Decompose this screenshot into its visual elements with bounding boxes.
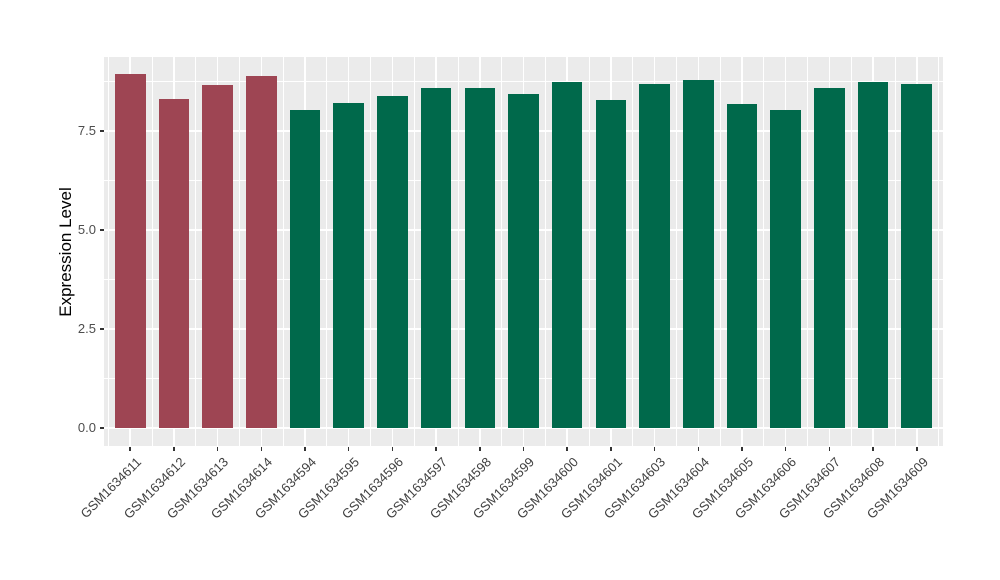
bar-GSM1634600 (551, 82, 583, 429)
bar-GSM1634601 (595, 99, 627, 429)
x-tick-mark (129, 447, 131, 451)
gridline-minor-vertical (544, 57, 546, 446)
x-tick-mark (347, 447, 350, 451)
x-tick-mark (479, 447, 481, 451)
bar-GSM1634604 (682, 79, 714, 429)
gridline-minor-vertical (676, 57, 677, 446)
bar-GSM1634612 (158, 99, 190, 429)
bar-GSM1634613 (202, 85, 233, 429)
bar-GSM1634605 (726, 103, 758, 429)
bar-GSM1634603 (639, 83, 670, 429)
gridline-minor-vertical (370, 57, 371, 446)
x-tick-mark (522, 447, 525, 451)
gridline-minor-vertical (894, 57, 896, 446)
y-tick-mark (100, 427, 104, 429)
gridline-minor-vertical (501, 57, 503, 446)
x-tick-mark (916, 447, 918, 451)
bar-GSM1634599 (508, 93, 539, 429)
x-tick-mark (828, 447, 831, 451)
bar-GSM1634598 (464, 87, 496, 429)
gridline-minor-vertical (413, 57, 415, 446)
x-tick-mark (435, 447, 437, 451)
x-tick-mark (653, 447, 656, 451)
bar-GSM1634607 (814, 87, 845, 429)
bar-GSM1634597 (420, 87, 452, 429)
x-tick-mark (784, 447, 787, 451)
y-tick-label: 2.5 (77, 321, 96, 337)
plot-panel (104, 57, 943, 446)
gridline-minor-vertical (850, 57, 852, 446)
y-tick-label: 5.0 (77, 222, 96, 238)
x-tick-mark (741, 447, 743, 451)
y-tick-label: 7.5 (77, 123, 96, 139)
x-tick-mark (697, 447, 700, 451)
gridline-minor-vertical (151, 57, 153, 446)
y-tick-label: 0.0 (77, 420, 96, 436)
y-tick-mark (100, 328, 104, 330)
x-tick-mark (391, 447, 394, 451)
bar-GSM1634614 (246, 75, 277, 429)
x-tick-mark (610, 447, 612, 451)
x-tick-mark (304, 447, 306, 451)
gridline-minor-vertical (326, 57, 328, 446)
gridline-minor-vertical (239, 57, 240, 446)
x-tick-mark (566, 447, 568, 451)
gridline-minor-vertical (938, 57, 940, 446)
bar-GSM1634606 (770, 110, 801, 429)
gridline-minor-vertical (588, 57, 590, 446)
gridline-minor-vertical (632, 57, 634, 446)
x-tick-mark (216, 447, 219, 451)
gridline-minor-vertical (282, 57, 284, 446)
bar-GSM1634608 (857, 82, 889, 429)
gridline-minor-vertical (807, 57, 808, 446)
bar-GSM1634609 (901, 84, 933, 429)
x-tick-mark (872, 447, 874, 451)
x-tick-mark (173, 447, 175, 451)
y-tick-mark (100, 229, 104, 231)
bar-GSM1634596 (377, 96, 408, 429)
gridline-minor-vertical (719, 57, 721, 446)
gridline-minor-vertical (107, 57, 109, 446)
bar-GSM1634595 (333, 103, 364, 429)
bar-GSM1634611 (114, 74, 146, 429)
y-axis-title: Expression Level (56, 187, 75, 317)
gridline-minor-vertical (763, 57, 765, 446)
gridline-minor-vertical (195, 57, 197, 446)
y-tick-mark (100, 130, 104, 132)
x-tick-mark (260, 447, 263, 451)
gridline-minor-vertical (457, 57, 459, 446)
bar-GSM1634594 (289, 110, 321, 429)
